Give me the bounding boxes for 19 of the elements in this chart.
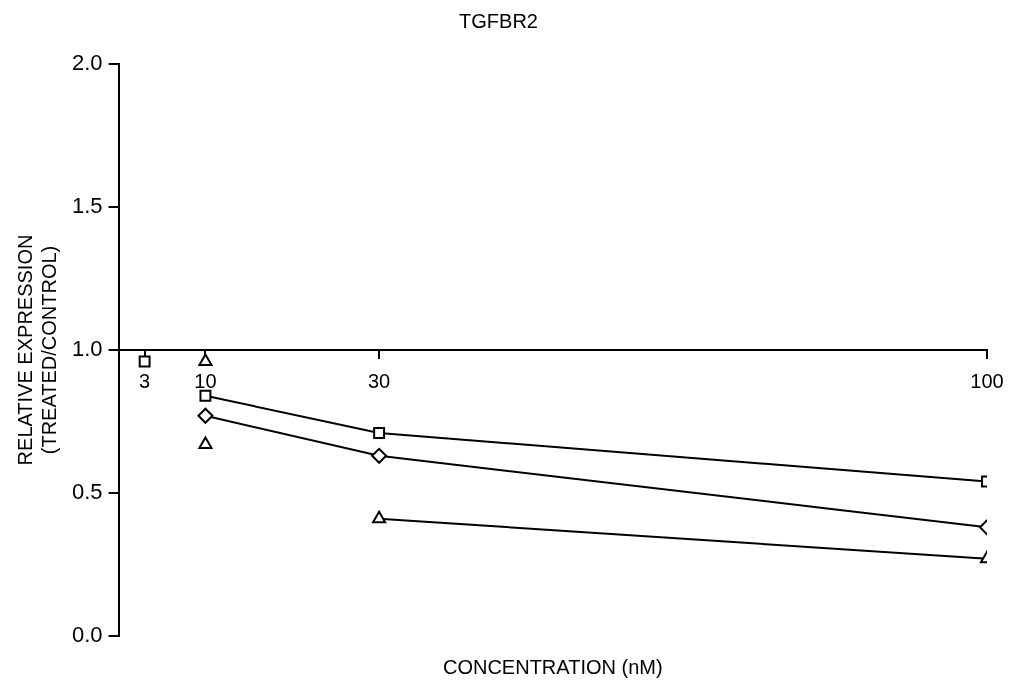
- y-tick-label: 0.0: [71, 622, 103, 648]
- point: [197, 407, 214, 424]
- y-tick-label: 1.5: [71, 193, 103, 219]
- point: [371, 447, 388, 464]
- y-tick-label: 0.5: [71, 479, 103, 505]
- x-tick-label: 3: [139, 369, 151, 392]
- y-tick-label: 2.0: [71, 50, 103, 76]
- point: [199, 389, 212, 402]
- point: [373, 426, 386, 439]
- chart-title: TGFBR2: [459, 9, 538, 32]
- point: [198, 353, 213, 366]
- x-tick-label: 10: [194, 369, 217, 392]
- point: [138, 355, 151, 368]
- y-axis-title: RELATIVE EXPRESSION (TREATED/CONTROL): [13, 234, 60, 466]
- x-axis-title: CONCENTRATION (nM): [442, 655, 663, 678]
- x-tick-label: 30: [367, 369, 391, 392]
- x-tick-label: 100: [970, 369, 1004, 392]
- y-tick-label: 1.0: [71, 336, 103, 362]
- point: [198, 436, 213, 449]
